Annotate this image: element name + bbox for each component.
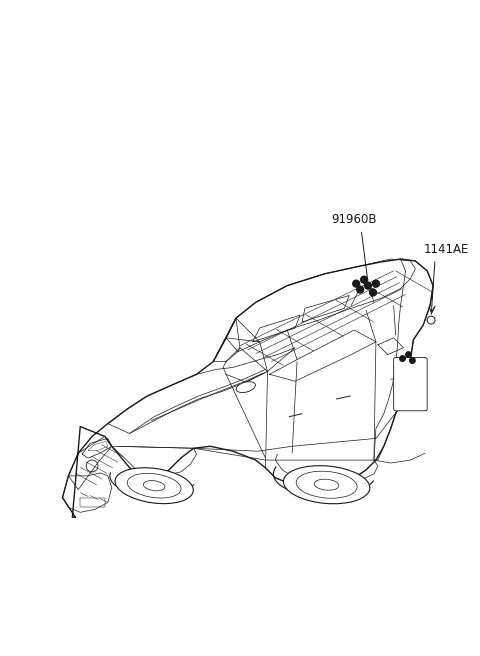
Circle shape bbox=[357, 286, 363, 293]
Ellipse shape bbox=[283, 466, 370, 504]
Circle shape bbox=[406, 352, 411, 358]
Circle shape bbox=[353, 280, 360, 287]
Circle shape bbox=[409, 358, 415, 363]
Circle shape bbox=[360, 276, 368, 283]
Ellipse shape bbox=[127, 474, 181, 498]
Ellipse shape bbox=[144, 481, 165, 491]
Ellipse shape bbox=[314, 479, 339, 490]
FancyBboxPatch shape bbox=[394, 358, 427, 411]
Circle shape bbox=[400, 356, 405, 361]
Text: 1141AE: 1141AE bbox=[423, 243, 468, 256]
Circle shape bbox=[365, 282, 372, 289]
Circle shape bbox=[370, 289, 376, 296]
Ellipse shape bbox=[115, 468, 193, 504]
Ellipse shape bbox=[296, 471, 357, 498]
Ellipse shape bbox=[236, 382, 255, 392]
Text: 91960B: 91960B bbox=[332, 213, 377, 226]
Circle shape bbox=[372, 280, 379, 287]
